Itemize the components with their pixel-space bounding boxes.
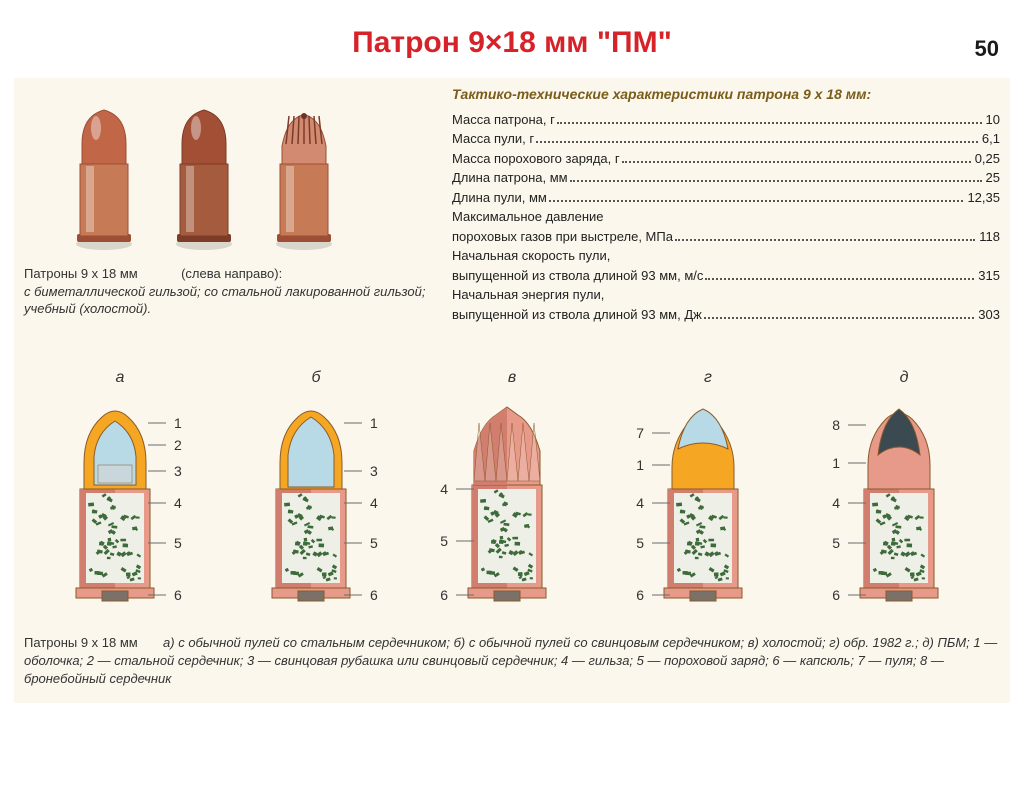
spec-label-cont: выпущенной из ствола длиной 93 мм, м/с <box>452 266 703 286</box>
cartridge-photo-item <box>176 110 232 250</box>
top-row: Патроны 9 х 18 мм (слева направо): с бим… <box>24 86 1000 324</box>
photo-paren: (слева направо): <box>181 266 282 281</box>
spec-dots <box>536 141 978 143</box>
spec-label: Масса патрона, г <box>452 110 555 130</box>
cartridge-crosssection: 1 2 3 4 5 6 <box>30 393 210 613</box>
spec-label: Масса пули, г <box>452 129 534 149</box>
svg-text:6: 6 <box>370 587 378 603</box>
spec-value: 12,35 <box>967 188 1000 208</box>
bottom-lead: Патроны 9 х 18 мм <box>24 635 138 650</box>
diagram-row: а 1 2 3 4 5 6 б 1 3 4 5 6 в 4 5 6 г 1 7 4 5 6 д 8 1 4 5 6 <box>24 369 1000 618</box>
svg-text:2: 2 <box>174 437 182 453</box>
svg-text:5: 5 <box>636 535 644 551</box>
spec-label: Длина пули, мм <box>452 188 547 208</box>
spec-label: Начальная скорость пули, <box>452 246 1000 266</box>
page-title: Патрон 9×18 мм "ПМ" <box>0 26 1024 60</box>
svg-text:5: 5 <box>832 535 840 551</box>
spec-row: Масса патрона, г 10 <box>452 110 1000 130</box>
spec-label-cont: пороховых газов при выстреле, МПа <box>452 227 673 247</box>
spec-title: Тактико-технические характеристики патро… <box>452 86 1000 104</box>
svg-text:5: 5 <box>174 535 182 551</box>
svg-text:4: 4 <box>636 495 644 511</box>
diagram-label: г <box>618 369 798 387</box>
spec-label: Начальная энергия пули, <box>452 285 1000 305</box>
diagram-cell: в 4 5 6 <box>422 369 602 618</box>
spec-value: 315 <box>978 266 1000 286</box>
svg-text:6: 6 <box>832 587 840 603</box>
spec-value: 0,25 <box>975 149 1000 169</box>
spec-dots <box>570 180 982 182</box>
svg-text:3: 3 <box>370 463 378 479</box>
diagram-cell: б 1 3 4 5 6 <box>226 369 406 618</box>
spec-dots <box>704 317 974 319</box>
spec-dots <box>675 239 975 241</box>
spec-value: 6,1 <box>982 129 1000 149</box>
svg-text:1: 1 <box>832 455 840 471</box>
spec-row: Длина пули, мм 12,35 <box>452 188 1000 208</box>
svg-text:5: 5 <box>370 535 378 551</box>
svg-text:1: 1 <box>174 415 182 431</box>
diagram-label: в <box>422 369 602 387</box>
spec-label-cont: выпущенной из ствола длиной 93 мм, Дж <box>452 305 702 325</box>
spec-value: 10 <box>986 110 1000 130</box>
spec-row: Длина патрона, мм 25 <box>452 168 1000 188</box>
spec-value: 303 <box>978 305 1000 325</box>
spec-dots <box>622 161 971 163</box>
svg-text:4: 4 <box>832 495 840 511</box>
spec-row: выпущенной из ствола длиной 93 мм, м/с 31… <box>452 266 1000 286</box>
spec-label: Длина патрона, мм <box>452 168 568 188</box>
cartridge-photo-item <box>276 113 332 250</box>
spec-block: Тактико-технические характеристики патро… <box>452 86 1000 324</box>
diagram-cell: д 8 1 4 5 6 <box>814 369 994 618</box>
photo-caption: Патроны 9 х 18 мм (слева направо): с бим… <box>24 265 434 318</box>
spec-row: выпущенной из ствола длиной 93 мм, Дж 303 <box>452 305 1000 325</box>
svg-text:7: 7 <box>636 425 644 441</box>
content-area: Патроны 9 х 18 мм (слева направо): с бим… <box>14 78 1010 703</box>
diagram-cell: а 1 2 3 4 5 6 <box>30 369 210 618</box>
photo-block: Патроны 9 х 18 мм (слева направо): с бим… <box>24 86 434 318</box>
spec-value: 118 <box>979 227 1000 247</box>
spec-dots <box>557 122 982 124</box>
page-number: 50 <box>975 36 999 62</box>
svg-text:4: 4 <box>370 495 378 511</box>
cartridge-photo-item <box>76 110 132 250</box>
spec-label: Максимальное давление <box>452 207 1000 227</box>
spec-row: Масса пули, г 6,1 <box>452 129 1000 149</box>
svg-text:3: 3 <box>174 463 182 479</box>
spec-label: Масса порохового заряда, г <box>452 149 620 169</box>
svg-text:4: 4 <box>440 481 448 497</box>
diagram-label: д <box>814 369 994 387</box>
bottom-body: а) с обычной пулей со стальным сердечник… <box>24 635 997 686</box>
svg-text:1: 1 <box>636 457 644 473</box>
diagram-label: б <box>226 369 406 387</box>
cartridge-crosssection: 8 1 4 5 6 <box>814 393 994 613</box>
diagram-label: а <box>30 369 210 387</box>
spec-value: 25 <box>986 168 1000 188</box>
spec-dots <box>549 200 964 202</box>
cartridge-crosssection: 1 7 4 5 6 <box>618 393 798 613</box>
spec-row: пороховых газов при выстреле, МПа 118 <box>452 227 1000 247</box>
bottom-caption: Патроны 9 х 18 мм а) с обычной пулей со … <box>24 634 1000 689</box>
diagram-cell: г 1 7 4 5 6 <box>618 369 798 618</box>
svg-text:4: 4 <box>174 495 182 511</box>
svg-text:6: 6 <box>636 587 644 603</box>
spec-rows: Масса патрона, г10Масса пули, г6,1Масса … <box>452 110 1000 325</box>
photo-label: Патроны 9 х 18 мм <box>24 266 138 281</box>
svg-text:5: 5 <box>440 533 448 549</box>
cartridge-crosssection: 4 5 6 <box>422 393 602 613</box>
svg-text:6: 6 <box>440 587 448 603</box>
svg-text:8: 8 <box>832 417 840 433</box>
cartridge-crosssection: 1 3 4 5 6 <box>226 393 406 613</box>
svg-text:6: 6 <box>174 587 182 603</box>
photo-desc: с биметаллической гильзой; со стальной л… <box>24 284 426 317</box>
spec-row: Масса порохового заряда, г 0,25 <box>452 149 1000 169</box>
spec-dots <box>705 278 974 280</box>
svg-text:1: 1 <box>370 415 378 431</box>
cartridge-photo <box>24 86 434 256</box>
